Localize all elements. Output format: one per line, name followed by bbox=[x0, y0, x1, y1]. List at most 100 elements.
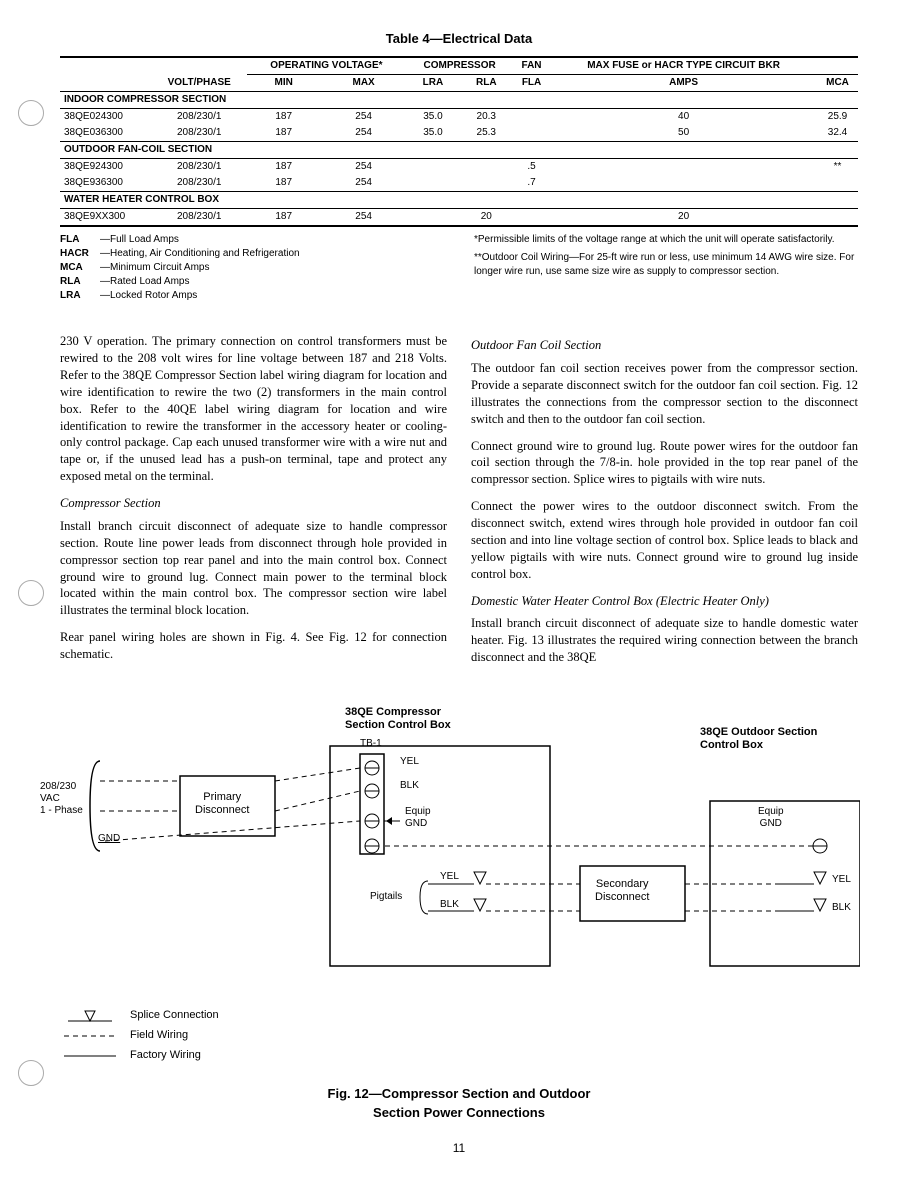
diagram-label-outdoor-box: 38QE Outdoor Section Control Box bbox=[700, 726, 817, 752]
col-op-volt: OPERATING VOLTAGE* bbox=[247, 57, 407, 75]
section-heading: Domestic Water Heater Control Box (Elect… bbox=[471, 593, 858, 610]
body-left: 230 V operation. The primary connection … bbox=[60, 333, 447, 676]
paragraph: 230 V operation. The primary connection … bbox=[60, 333, 447, 485]
col-mca: MCA bbox=[817, 75, 858, 92]
cell: 38QE936300 bbox=[60, 175, 152, 192]
cell: 35.0 bbox=[406, 125, 459, 142]
col-volt-phase: VOLT/PHASE bbox=[152, 57, 247, 92]
glossary-row: HACR—Heating, Air Conditioning and Refri… bbox=[60, 247, 444, 261]
cell bbox=[406, 175, 459, 192]
legend-label: Factory Wiring bbox=[130, 1046, 201, 1066]
cell: 25.9 bbox=[817, 109, 858, 126]
cell: 208/230/1 bbox=[152, 125, 247, 142]
glossary-right: *Permissible limits of the voltage range… bbox=[474, 233, 858, 303]
cell: 254 bbox=[321, 159, 406, 176]
diagram-label-blk3: BLK bbox=[832, 902, 851, 914]
glossary-def: —Heating, Air Conditioning and Refrigera… bbox=[100, 247, 300, 261]
paragraph: Install branch circuit disconnect of ade… bbox=[60, 518, 447, 619]
page-number: 11 bbox=[60, 1140, 858, 1157]
glossary: FLA—Full Load Amps HACR—Heating, Air Con… bbox=[60, 233, 858, 303]
diagram-label-blk: BLK bbox=[400, 780, 419, 792]
cell: 254 bbox=[321, 209, 406, 227]
paragraph: Connect ground wire to ground lug. Route… bbox=[471, 438, 858, 489]
cell: 40 bbox=[550, 109, 817, 126]
cell: 254 bbox=[321, 109, 406, 126]
col-amps: AMPS bbox=[550, 75, 817, 92]
table-row: 38QE936300 208/230/1 187 254 .7 bbox=[60, 175, 858, 192]
diagram-label-primary: Primary Disconnect bbox=[195, 791, 249, 817]
glossary-row: LRA—Locked Rotor Amps bbox=[60, 289, 444, 303]
legend-item: Factory Wiring bbox=[60, 1046, 858, 1066]
glossary-def: —Rated Load Amps bbox=[100, 275, 190, 289]
cell: 35.0 bbox=[406, 109, 459, 126]
legend-label: Splice Connection bbox=[130, 1006, 219, 1026]
cell bbox=[550, 159, 817, 176]
cell: 208/230/1 bbox=[152, 175, 247, 192]
table-row: 38QE036300 208/230/1 187 254 35.0 25.3 5… bbox=[60, 125, 858, 142]
scan-hole bbox=[18, 1060, 44, 1086]
diagram-label-yel2: YEL bbox=[440, 871, 459, 883]
diagram-label-blk2: BLK bbox=[440, 899, 459, 911]
diagram-label-equip-gnd2: Equip GND bbox=[758, 806, 784, 830]
col-max: MAX bbox=[321, 75, 406, 92]
glossary-note: *Permissible limits of the voltage range… bbox=[474, 233, 858, 247]
scan-hole bbox=[18, 580, 44, 606]
cell: 20 bbox=[460, 209, 513, 227]
cell bbox=[817, 209, 858, 227]
table-row: 38QE024300 208/230/1 187 254 35.0 20.3 4… bbox=[60, 109, 858, 126]
cell bbox=[460, 159, 513, 176]
cell bbox=[513, 209, 550, 227]
cell: 187 bbox=[247, 109, 321, 126]
cell: 38QE924300 bbox=[60, 159, 152, 176]
paragraph: Rear panel wiring holes are shown in Fig… bbox=[60, 629, 447, 663]
paragraph: Install branch circuit disconnect of ade… bbox=[471, 615, 858, 666]
col-rla: RLA bbox=[460, 75, 513, 92]
cell bbox=[550, 175, 817, 192]
col-fuse: MAX FUSE or HACR TYPE CIRCUIT BKR bbox=[550, 57, 817, 75]
diagram-label-yel: YEL bbox=[400, 756, 419, 768]
table-row: 38QE924300 208/230/1 187 254 .5 ** bbox=[60, 159, 858, 176]
cell bbox=[513, 109, 550, 126]
glossary-def: —Minimum Circuit Amps bbox=[100, 261, 209, 275]
col-compressor: COMPRESSOR bbox=[406, 57, 513, 75]
diagram-label-pigtails: Pigtails bbox=[370, 891, 402, 903]
diagram-label-gnd: GND bbox=[98, 833, 120, 845]
glossary-left: FLA—Full Load Amps HACR—Heating, Air Con… bbox=[60, 233, 444, 303]
cell bbox=[406, 209, 459, 227]
cell bbox=[513, 125, 550, 142]
diagram-label-supply: 208/230 VAC 1 - Phase bbox=[40, 781, 83, 817]
glossary-def: —Full Load Amps bbox=[100, 233, 179, 247]
cell: 208/230/1 bbox=[152, 159, 247, 176]
table-title: Table 4—Electrical Data bbox=[60, 30, 858, 48]
cell: 187 bbox=[247, 125, 321, 142]
diagram-label-yel3: YEL bbox=[832, 874, 851, 886]
glossary-term: FLA bbox=[60, 233, 100, 247]
body-right: Outdoor Fan Coil Section The outdoor fan… bbox=[471, 333, 858, 676]
cell: 187 bbox=[247, 175, 321, 192]
diagram-legend: Splice Connection Field Wiring Factory W… bbox=[60, 1006, 858, 1065]
glossary-note: **Outdoor Coil Wiring—For 25-ft wire run… bbox=[474, 251, 858, 279]
diagram-label-equip-gnd: Equip GND bbox=[405, 806, 431, 830]
glossary-term: HACR bbox=[60, 247, 100, 261]
legend-item: Splice Connection bbox=[60, 1006, 858, 1026]
scan-hole bbox=[18, 100, 44, 126]
paragraph: The outdoor fan coil section receives po… bbox=[471, 360, 858, 428]
cell: .5 bbox=[513, 159, 550, 176]
col-lra: LRA bbox=[406, 75, 459, 92]
cell bbox=[460, 175, 513, 192]
cell: 50 bbox=[550, 125, 817, 142]
glossary-def: —Locked Rotor Amps bbox=[100, 289, 197, 303]
glossary-row: MCA—Minimum Circuit Amps bbox=[60, 261, 444, 275]
cell: 254 bbox=[321, 125, 406, 142]
col-fan: FAN bbox=[513, 57, 550, 75]
body-text: 230 V operation. The primary connection … bbox=[60, 333, 858, 676]
cell: 187 bbox=[247, 159, 321, 176]
col-min: MIN bbox=[247, 75, 321, 92]
legend-label: Field Wiring bbox=[130, 1026, 188, 1046]
diagram-label-secondary: Secondary Disconnect bbox=[595, 878, 649, 904]
diagram-label-tb1: TB-1 bbox=[360, 738, 382, 750]
cell: 38QE9XX300 bbox=[60, 209, 152, 227]
figure-caption: Fig. 12—Compressor Section and Outdoor S… bbox=[60, 1085, 858, 1121]
cell: .7 bbox=[513, 175, 550, 192]
cell: 38QE024300 bbox=[60, 109, 152, 126]
